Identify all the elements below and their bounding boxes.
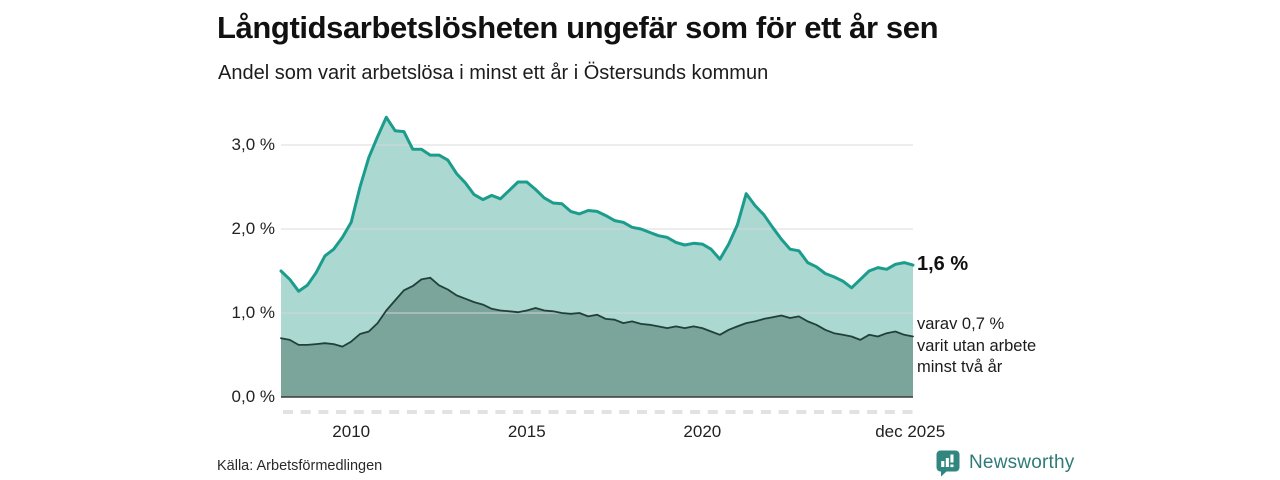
annotation-line-2: varit utan arbete (917, 336, 1037, 355)
latest-subvalue-annotation: varav 0,7 % varit utan arbete minst två … (917, 314, 1036, 379)
page-title: Långtidsarbetslösheten ungefär som för e… (217, 10, 939, 45)
annotation-line-1: varav 0,7 % (917, 315, 1005, 333)
newsworthy-logo[interactable]: Newsworthy (934, 448, 1074, 477)
page-subtitle: Andel som varit arbetslösa i minst ett å… (218, 62, 769, 84)
x-tick-label: 2020 (683, 422, 722, 441)
series-two-years-line (280, 276, 914, 348)
x-tick-label: dec 2025 (875, 422, 946, 441)
y-tick-label: 1,0 % (231, 303, 275, 322)
newsworthy-badge-icon (934, 448, 962, 477)
x-tick-label: 2010 (332, 422, 371, 441)
y-tick-label: 3,0 % (231, 135, 275, 154)
annotation-line-3: minst två år (917, 358, 1003, 376)
y-tick-label: 2,0 % (231, 219, 275, 238)
series-total-line (279, 115, 915, 293)
latest-value-annotation: 1,6 % (917, 253, 969, 275)
brand-name: Newsworthy (969, 451, 1075, 473)
x-tick-label: 2015 (507, 422, 546, 441)
source-note: Källa: Arbetsförmedlingen (217, 458, 383, 474)
series-two-years-area (281, 277, 913, 397)
y-tick-label: 0,0 % (231, 387, 275, 406)
